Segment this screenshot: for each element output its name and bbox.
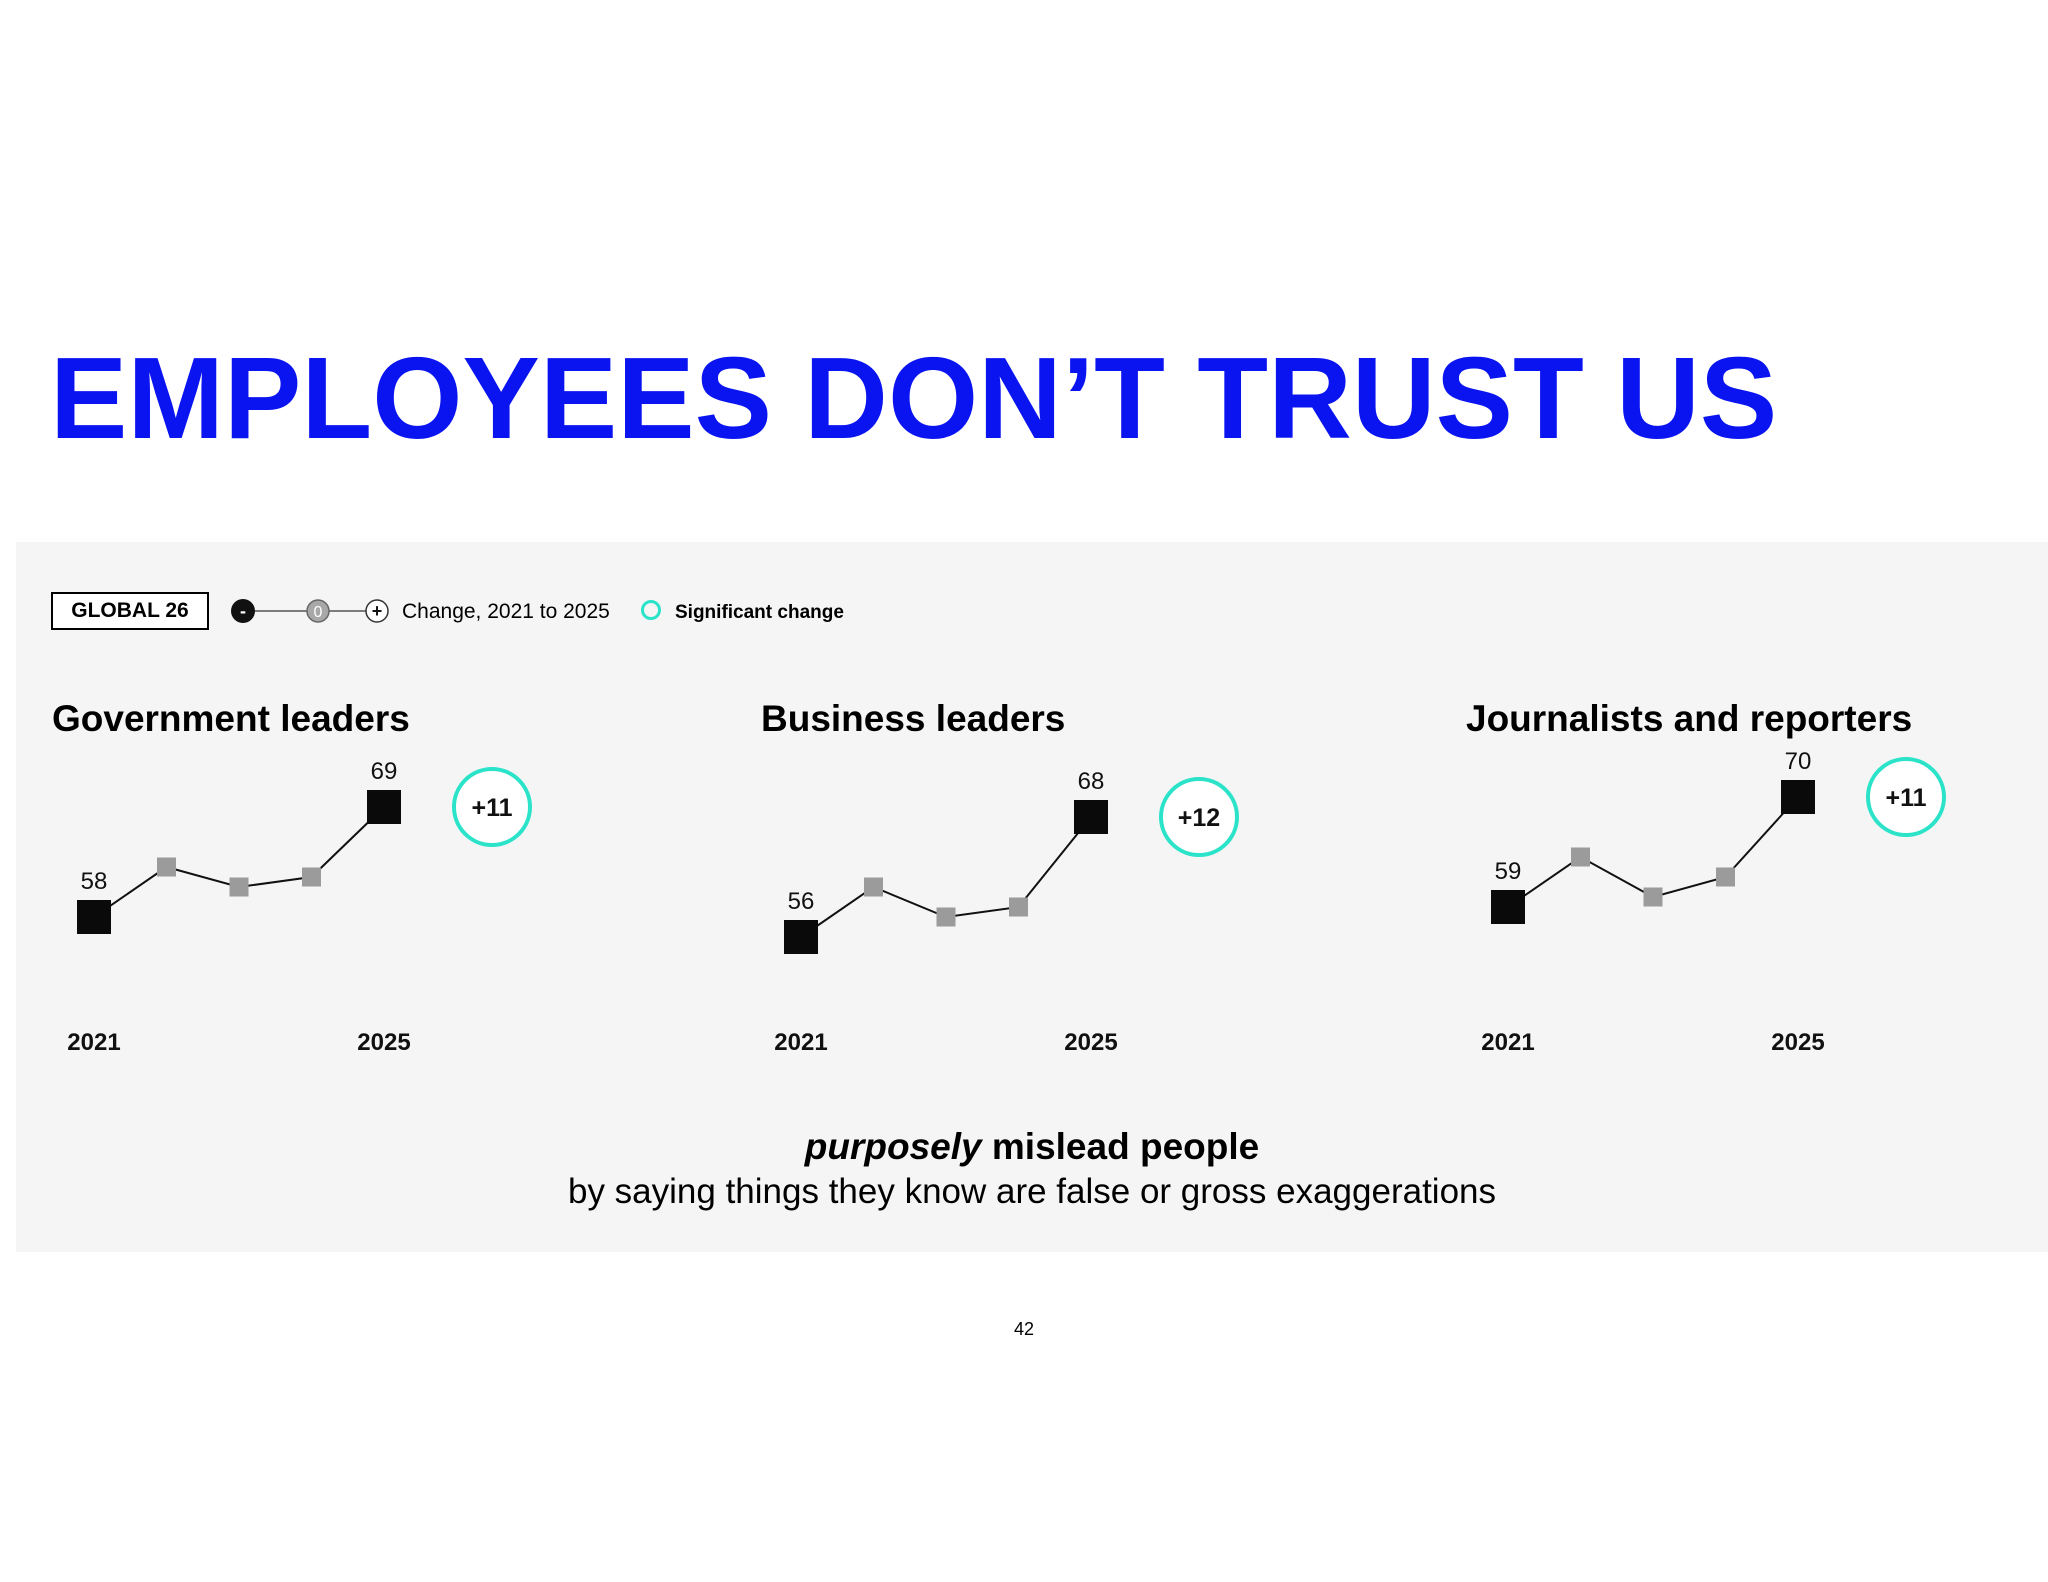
x-tick-2025-business-leaders: 2025: [1064, 1029, 1117, 1056]
change-label: Change, 2021 to 2025: [402, 600, 610, 623]
chart-title-business-leaders: Business leaders: [761, 698, 1066, 739]
significant-change-icon: [641, 600, 661, 620]
x-tick-2021-government-leaders: 2021: [67, 1029, 120, 1056]
interim-marker-business-leaders: [864, 877, 883, 897]
x-tick-2021-business-leaders: 2021: [774, 1029, 827, 1056]
interim-marker-government-leaders: [229, 877, 249, 897]
change-value-journalists: +11: [1885, 784, 1926, 812]
chart-title-government-leaders: Government leaders: [52, 698, 410, 739]
interim-marker-journalists: [1716, 867, 1735, 887]
x-tick-2025-journalists: 2025: [1771, 1029, 1824, 1056]
endpoint-marker-government-leaders: [367, 790, 401, 824]
caption-emphasis: purposely: [804, 1126, 982, 1167]
chart-panel: GLOBAL 26 - 0 + Change, 2021 to 2025 Sig…: [16, 542, 2048, 1252]
data-label-last-government-leaders: 69: [371, 758, 398, 785]
x-tick-2021-journalists: 2021: [1481, 1029, 1534, 1056]
x-tick-2025-government-leaders: 2025: [357, 1029, 410, 1056]
change-ring-icon-business-leaders: [1159, 777, 1239, 857]
data-label-last-journalists: 70: [1785, 748, 1812, 775]
legend-row: GLOBAL 26 - 0 + Change, 2021 to 2025 Sig…: [16, 542, 2048, 642]
significant-change-label: Significant change: [675, 602, 844, 623]
global-badge: GLOBAL 26: [51, 592, 209, 630]
minus-icon: [231, 599, 255, 623]
charts-canvas: 58 69 2021 2025 +11 56 68 2021 2025 +12 59 70 2021 20…: [67, 748, 1946, 1056]
data-label-first-government-leaders: 58: [81, 868, 108, 895]
minus-symbol: -: [240, 601, 246, 621]
chart-caption: purposely mislead people by saying thing…: [16, 1125, 2048, 1215]
change-value-government-leaders: +11: [471, 794, 512, 822]
series-line-government-leaders: [93, 806, 385, 918]
interim-marker-journalists: [1571, 847, 1590, 867]
chart-title-journalists: Journalists and reporters: [1466, 698, 1913, 739]
caption-line-1: purposely mislead people: [16, 1125, 2048, 1169]
endpoint-marker-journalists: [1491, 890, 1525, 924]
caption-line-1-rest: mislead people: [981, 1126, 1260, 1167]
data-label-last-business-leaders: 68: [1078, 768, 1105, 795]
change-scale-legend: - 0 +: [231, 599, 389, 623]
change-ring-icon-government-leaders: [452, 767, 532, 847]
plus-icon: [365, 599, 389, 623]
interim-marker-government-leaders: [157, 857, 176, 877]
page-number: 42: [1013, 1319, 1035, 1339]
endpoint-marker-journalists: [1781, 780, 1815, 814]
endpoint-marker-business-leaders: [784, 920, 818, 954]
page-title: EMPLOYEES DON’T TRUST US: [50, 333, 1778, 463]
change-value-business-leaders: +12: [1178, 804, 1220, 832]
interim-marker-business-leaders: [936, 907, 956, 927]
interim-marker-business-leaders: [1009, 897, 1028, 917]
endpoint-marker-business-leaders: [1074, 800, 1108, 834]
zero-symbol: 0: [314, 604, 323, 621]
endpoint-marker-government-leaders: [77, 900, 111, 934]
data-label-first-journalists: 59: [1495, 858, 1522, 885]
interim-marker-journalists: [1643, 887, 1663, 907]
zero-icon: [306, 599, 330, 623]
caption-line-2: by saying things they know are false or …: [567, 1172, 1496, 1212]
data-label-first-business-leaders: 56: [788, 888, 815, 915]
interim-marker-government-leaders: [302, 867, 321, 887]
change-ring-icon-journalists: [1866, 757, 1946, 837]
plus-symbol: +: [372, 601, 383, 621]
